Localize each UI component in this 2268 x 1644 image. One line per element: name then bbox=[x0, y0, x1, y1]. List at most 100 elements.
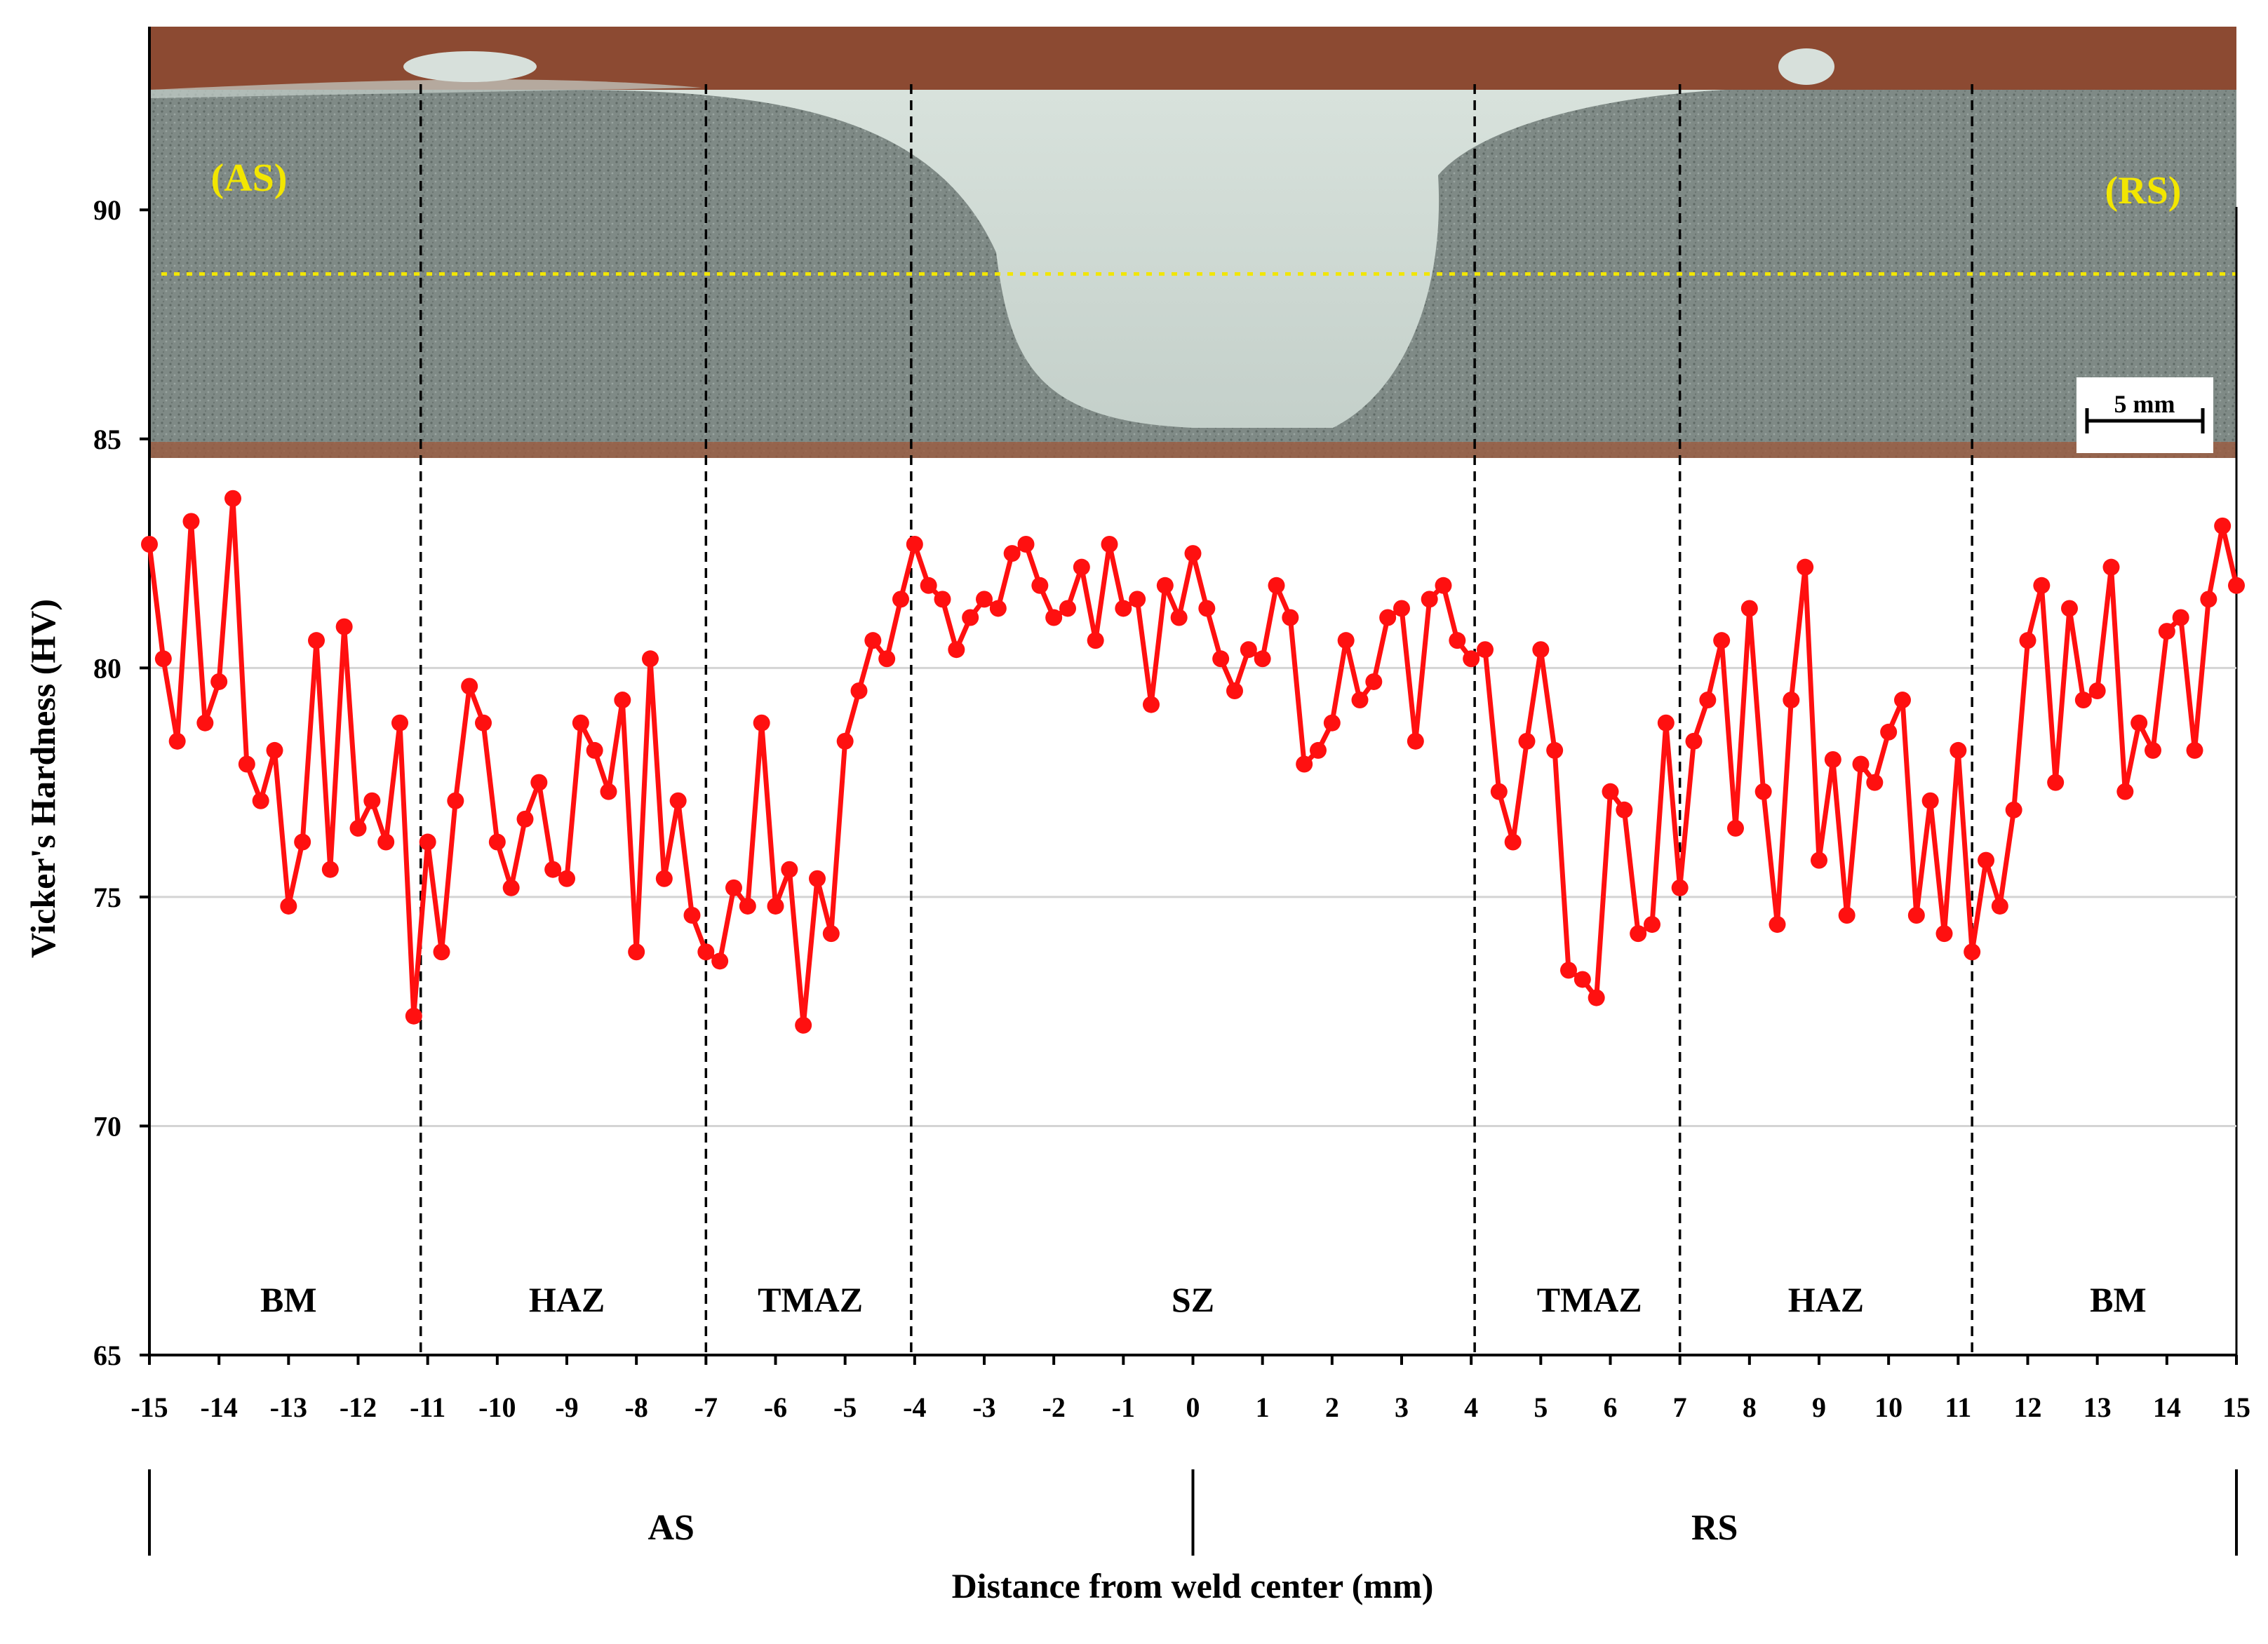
y-tick-label-85: 85 bbox=[93, 424, 121, 455]
data-point bbox=[2005, 801, 2022, 818]
data-point bbox=[391, 714, 408, 732]
data-point bbox=[976, 591, 993, 608]
x-axis-title: Distance from weld center (mm) bbox=[952, 1566, 1434, 1605]
data-point bbox=[1143, 696, 1160, 713]
stir-zone-region bbox=[561, 90, 1726, 428]
data-point bbox=[1546, 741, 1564, 759]
data-point bbox=[1073, 558, 1090, 576]
data-point bbox=[1560, 962, 1577, 979]
data-point bbox=[1379, 609, 1397, 626]
data-point bbox=[836, 732, 854, 750]
data-point bbox=[419, 833, 436, 851]
data-point bbox=[1003, 545, 1021, 562]
data-point bbox=[294, 833, 311, 851]
x-tick-label-12: 12 bbox=[2014, 1392, 2042, 1423]
data-point bbox=[280, 897, 297, 915]
data-point bbox=[1296, 755, 1313, 773]
x-tick-label-6: 6 bbox=[1604, 1392, 1618, 1423]
data-point bbox=[1518, 732, 1536, 750]
data-point bbox=[1852, 755, 1870, 773]
y-tick-label-90: 90 bbox=[93, 194, 121, 226]
data-point bbox=[516, 810, 534, 828]
data-point bbox=[2228, 577, 2245, 594]
data-point bbox=[530, 774, 548, 791]
data-point bbox=[405, 1007, 422, 1025]
hardness-series bbox=[141, 490, 2245, 1034]
data-point bbox=[1602, 783, 1619, 800]
data-point bbox=[447, 792, 464, 809]
zone-label-tmaz-2: TMAZ bbox=[758, 1280, 863, 1319]
data-point bbox=[1644, 916, 1660, 934]
x-tick-label--6: -6 bbox=[764, 1392, 787, 1423]
data-point bbox=[809, 870, 826, 887]
data-point bbox=[433, 943, 450, 961]
data-point bbox=[1184, 545, 1202, 562]
data-point bbox=[2116, 783, 2134, 800]
x-tick-label--12: -12 bbox=[340, 1392, 377, 1423]
data-point bbox=[614, 692, 631, 709]
data-point bbox=[1573, 971, 1591, 988]
data-point bbox=[168, 732, 186, 750]
data-point bbox=[1212, 650, 1230, 668]
data-point bbox=[1907, 907, 1925, 924]
data-point bbox=[141, 536, 158, 553]
x-tick-label--5: -5 bbox=[833, 1392, 857, 1423]
data-point bbox=[669, 792, 687, 809]
zone-label-haz-1: HAZ bbox=[529, 1280, 605, 1319]
x-tick-label-0: 0 bbox=[1186, 1392, 1200, 1423]
data-point bbox=[1630, 925, 1647, 943]
y-tick-label-80: 80 bbox=[93, 652, 121, 684]
data-point bbox=[2200, 591, 2217, 608]
data-point bbox=[1337, 632, 1355, 649]
zone-label-haz-5: HAZ bbox=[1788, 1280, 1864, 1319]
x-tick-label--11: -11 bbox=[410, 1392, 445, 1423]
x-tick-label-9: 9 bbox=[1812, 1392, 1826, 1423]
data-point bbox=[2019, 632, 2036, 649]
data-point bbox=[2131, 714, 2148, 732]
data-point bbox=[1699, 692, 1717, 709]
data-point bbox=[1351, 692, 1369, 709]
data-point bbox=[1811, 851, 1827, 869]
plot-frame bbox=[149, 207, 2238, 1355]
x-tick-label--10: -10 bbox=[478, 1392, 516, 1423]
data-point bbox=[1282, 609, 1299, 626]
data-point bbox=[725, 879, 742, 896]
data-point bbox=[1310, 741, 1327, 759]
x-tick-label-2: 2 bbox=[1325, 1392, 1339, 1423]
zone-label-bm-6: BM bbox=[2090, 1280, 2147, 1319]
data-point bbox=[475, 714, 492, 732]
data-point bbox=[920, 577, 937, 594]
data-point bbox=[1490, 783, 1508, 800]
data-point bbox=[683, 907, 701, 924]
data-point bbox=[934, 591, 951, 608]
data-point bbox=[781, 861, 798, 878]
data-point bbox=[1964, 943, 1981, 961]
data-point bbox=[558, 870, 575, 887]
data-point bbox=[2088, 682, 2106, 699]
data-point bbox=[1254, 650, 1271, 668]
data-point bbox=[878, 650, 896, 668]
data-point bbox=[1198, 600, 1216, 617]
side-label-rs: RS bbox=[1691, 1508, 1738, 1548]
data-point bbox=[238, 755, 255, 773]
data-point bbox=[1685, 732, 1703, 750]
data-point bbox=[1880, 723, 1898, 741]
data-point bbox=[266, 741, 283, 759]
photo-bottom-strip bbox=[149, 442, 2236, 458]
x-tick-label--7: -7 bbox=[695, 1392, 718, 1423]
data-point bbox=[1950, 741, 1967, 759]
data-point bbox=[1421, 591, 1438, 608]
data-point bbox=[1031, 577, 1049, 594]
data-point bbox=[1769, 916, 1786, 934]
data-point bbox=[308, 632, 325, 649]
data-point bbox=[1268, 577, 1285, 594]
scale-bar-label: 5 mm bbox=[2114, 390, 2175, 418]
axes bbox=[140, 27, 2238, 1365]
y-tick-labels: 65 70 75 80 85 90 bbox=[93, 194, 121, 1371]
data-point bbox=[488, 833, 506, 851]
flash-burr-right bbox=[1778, 48, 1834, 85]
data-point bbox=[1671, 879, 1689, 896]
x-tick-label--3: -3 bbox=[972, 1392, 995, 1423]
data-point bbox=[196, 714, 214, 732]
